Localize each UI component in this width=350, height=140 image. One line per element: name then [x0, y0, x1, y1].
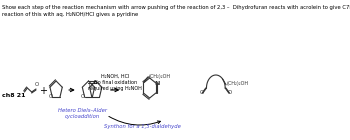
- Text: H₂NOH, HCl
No final oxidation
required using H₂NOH: H₂NOH, HCl No final oxidation required u…: [88, 74, 142, 91]
- Text: +: +: [39, 86, 47, 96]
- Text: Show each step of the reaction mechanism with arrow pushing of the reaction of 2: Show each step of the reaction mechanism…: [2, 5, 350, 10]
- Text: (CH₂)₂OH: (CH₂)₂OH: [148, 74, 170, 79]
- Text: Hetero Diels–Alder
cycloaddition: Hetero Diels–Alder cycloaddition: [58, 108, 107, 119]
- Text: O: O: [228, 89, 232, 95]
- Text: O: O: [35, 82, 39, 87]
- Text: ch8 21: ch8 21: [2, 93, 26, 97]
- Text: (CH₂)₂OH: (CH₂)₂OH: [227, 81, 249, 86]
- Text: O: O: [49, 94, 53, 99]
- Text: O: O: [81, 94, 85, 99]
- Text: Synthon for a 1,5-dialdehyde: Synthon for a 1,5-dialdehyde: [104, 124, 181, 129]
- Text: O: O: [88, 83, 92, 88]
- Text: N: N: [154, 80, 159, 86]
- Text: O: O: [199, 89, 204, 95]
- Text: reaction of this with aq. H₂NOH/HCl gives a pyridine: reaction of this with aq. H₂NOH/HCl give…: [2, 12, 138, 17]
